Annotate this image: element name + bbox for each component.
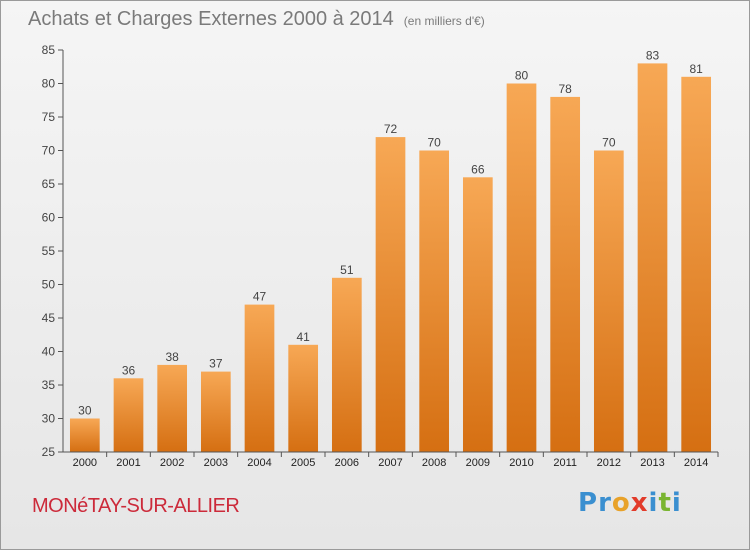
data-label: 37 bbox=[209, 357, 223, 371]
y-axis: 25 30 35 40 45 50 55 60 65 70 75 80 85 bbox=[42, 43, 64, 459]
y-tick-label: 25 bbox=[42, 445, 56, 459]
bar bbox=[113, 378, 144, 452]
x-tick-label: 2011 bbox=[553, 457, 577, 469]
logo-letter: x bbox=[630, 488, 649, 518]
x-tick-label: 2005 bbox=[291, 457, 315, 469]
logo-letter: o bbox=[611, 488, 631, 518]
bar bbox=[419, 150, 450, 452]
data-label: 80 bbox=[515, 69, 529, 83]
data-label: 72 bbox=[384, 122, 398, 136]
bar bbox=[681, 76, 712, 453]
logo-letter: i bbox=[671, 488, 682, 518]
y-tick-label: 55 bbox=[42, 244, 56, 258]
proxiti-logo: Proxiti bbox=[578, 488, 682, 518]
bar bbox=[244, 304, 275, 452]
data-label: 83 bbox=[646, 48, 660, 62]
x-tick-label: 2014 bbox=[684, 457, 708, 469]
y-tick-label: 65 bbox=[42, 177, 56, 191]
x-tick-label: 2006 bbox=[335, 457, 359, 469]
data-label: 51 bbox=[340, 263, 354, 277]
data-label: 41 bbox=[296, 330, 310, 344]
data-label: 38 bbox=[165, 350, 179, 364]
bar bbox=[375, 137, 406, 452]
bar bbox=[593, 150, 624, 452]
logo-letter: r bbox=[598, 488, 612, 518]
bar bbox=[288, 344, 319, 452]
y-tick-label: 50 bbox=[42, 278, 56, 292]
x-tick-label: 2007 bbox=[378, 457, 402, 469]
logo-letter: P bbox=[578, 488, 599, 518]
chart-title-text: Achats et Charges Externes 2000 à 2014 bbox=[28, 8, 394, 30]
x-tick-label: 2004 bbox=[247, 457, 271, 469]
x-tick-label: 2001 bbox=[116, 457, 140, 469]
bar bbox=[462, 177, 493, 453]
bar bbox=[69, 418, 100, 452]
x-tick-label: 2000 bbox=[73, 457, 97, 469]
bar bbox=[637, 63, 668, 453]
y-tick-label: 75 bbox=[42, 110, 56, 124]
y-tick-label: 45 bbox=[42, 311, 56, 325]
logo-letter: i bbox=[648, 488, 659, 518]
bar bbox=[506, 83, 537, 452]
unit-note: (en milliers d'€) bbox=[403, 14, 485, 28]
x-tick-label: 2002 bbox=[160, 457, 184, 469]
y-tick-label: 35 bbox=[42, 378, 56, 392]
data-label: 30 bbox=[78, 404, 92, 418]
y-tick-label: 40 bbox=[42, 345, 56, 359]
x-tick-label: 2013 bbox=[640, 457, 664, 469]
x-tick-label: 2012 bbox=[597, 457, 621, 469]
logo-letter: t bbox=[658, 488, 672, 518]
y-tick-label: 80 bbox=[42, 77, 56, 91]
y-tick-label: 85 bbox=[42, 43, 56, 57]
bar bbox=[157, 364, 188, 452]
y-tick-label: 70 bbox=[42, 144, 56, 158]
x-tick-label: 2008 bbox=[422, 457, 446, 469]
data-label: 70 bbox=[427, 136, 441, 150]
bar bbox=[331, 277, 362, 452]
data-label: 81 bbox=[689, 62, 703, 76]
y-tick-label: 30 bbox=[42, 412, 56, 426]
chart-title: Achats et Charges Externes 2000 à 2014 (e… bbox=[28, 8, 485, 31]
x-tick-label: 2009 bbox=[466, 457, 490, 469]
x-tick-label: 2010 bbox=[509, 457, 533, 469]
bar bbox=[550, 96, 581, 453]
bar bbox=[200, 371, 231, 452]
x-axis: 2000 2001 2002 2003 2004 2005 2006 2007 2008 2009… bbox=[63, 451, 719, 469]
data-label: 70 bbox=[602, 136, 616, 150]
y-tick-label: 60 bbox=[42, 211, 56, 225]
x-tick-label: 2003 bbox=[204, 457, 228, 469]
bars: 30 36 38 37 47 41 51 72 70 66 80 78 70 83 81 bbox=[69, 48, 712, 453]
data-label: 78 bbox=[558, 82, 572, 96]
data-label: 36 bbox=[122, 363, 136, 377]
data-label: 66 bbox=[471, 162, 485, 176]
data-label: 47 bbox=[253, 290, 267, 304]
commune-name: MONéTAY-SUR-ALLIER bbox=[32, 495, 240, 517]
